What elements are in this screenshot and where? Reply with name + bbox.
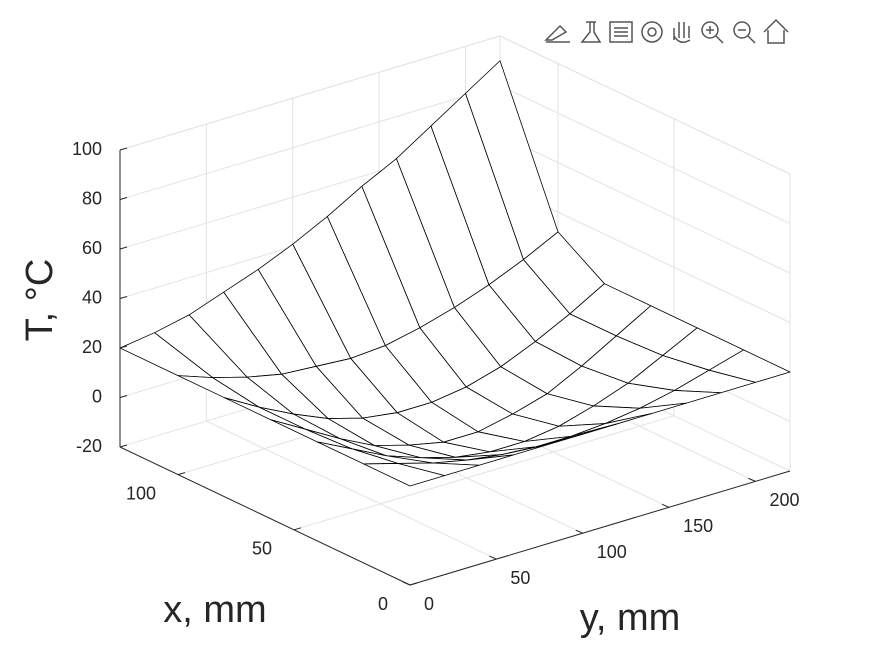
- z-tick: [119, 444, 128, 448]
- x-tick-label: 50: [252, 539, 272, 559]
- tool-zoom-out[interactable]: [733, 21, 756, 44]
- surface-patch: [363, 463, 445, 487]
- tool-brush[interactable]: [580, 21, 602, 43]
- grid-line: [293, 118, 675, 531]
- surface: [119, 60, 791, 487]
- tool-legend[interactable]: [609, 21, 633, 43]
- tool-home[interactable]: [763, 18, 789, 44]
- y-tick-label: 50: [510, 568, 530, 588]
- y-tick: [748, 477, 756, 482]
- z-tick-label: 60: [82, 238, 102, 258]
- z-tick: [119, 395, 128, 398]
- z-tick-label: 100: [72, 139, 102, 159]
- x-axis-label: x, mm: [163, 589, 266, 631]
- box-edge: [119, 35, 501, 151]
- z-tick-label: 0: [92, 386, 102, 406]
- z-axis-label: T, °C: [19, 259, 61, 342]
- z-tick-label: 80: [82, 188, 102, 208]
- y-tick-label: 0: [424, 594, 434, 614]
- grid-line: [205, 124, 497, 560]
- z-tick: [119, 246, 128, 250]
- x-tick: [177, 472, 186, 476]
- z-tick: [119, 197, 128, 200]
- y-tick: [402, 581, 411, 586]
- tool-pan[interactable]: [673, 22, 691, 43]
- x-axis: [119, 446, 411, 586]
- tool-rotate[interactable]: [641, 21, 663, 43]
- z-tick: [119, 345, 128, 349]
- y-tick-label: 100: [597, 542, 627, 562]
- tool-zoom-in[interactable]: [701, 21, 724, 44]
- z-tick-label: -20: [76, 436, 102, 456]
- z-tick-label: 40: [82, 287, 102, 307]
- x-tick: [409, 582, 418, 586]
- z-tick: [119, 296, 128, 299]
- axes: -20 0 20 40 60 80 100 0 50 100 0 50 100 150 200: [72, 139, 800, 614]
- y-axis: [409, 470, 791, 586]
- z-tick-label: 20: [82, 337, 102, 357]
- y-tick: [661, 503, 670, 508]
- x-tick-label: 100: [126, 483, 156, 503]
- y-tick-label: 200: [769, 490, 799, 510]
- z-tick: [119, 147, 128, 151]
- y-tick: [489, 555, 497, 560]
- y-tick: [575, 529, 583, 534]
- y-tick-label: 150: [683, 516, 713, 536]
- y-axis-label: y, mm: [580, 597, 681, 639]
- tool-edit[interactable]: [544, 24, 570, 43]
- toolbar: [544, 18, 789, 44]
- box-edge: [499, 35, 791, 175]
- x-tick: [293, 527, 302, 531]
- x-tick-label: 0: [378, 594, 388, 614]
